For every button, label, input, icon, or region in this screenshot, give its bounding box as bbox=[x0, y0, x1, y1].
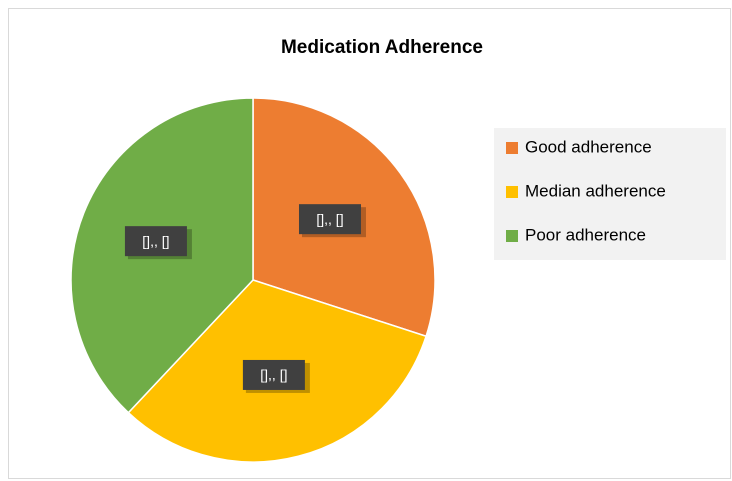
legend-label: Good adherence bbox=[525, 137, 652, 156]
data-label: [],, [] bbox=[260, 367, 287, 383]
legend-label: Poor adherence bbox=[525, 225, 646, 244]
legend-swatch bbox=[506, 230, 518, 242]
chart-title: Medication Adherence bbox=[281, 37, 483, 58]
data-label-box bbox=[242, 359, 305, 390]
data-label-box bbox=[124, 226, 187, 257]
legend-box bbox=[494, 128, 726, 260]
data-label-box bbox=[298, 204, 361, 235]
legend-label: Median adherence bbox=[525, 181, 666, 200]
data-label: [],, [] bbox=[316, 211, 343, 227]
legend-swatch bbox=[506, 186, 518, 198]
data-label: [],, [] bbox=[142, 233, 169, 249]
legend-swatch bbox=[506, 142, 518, 154]
